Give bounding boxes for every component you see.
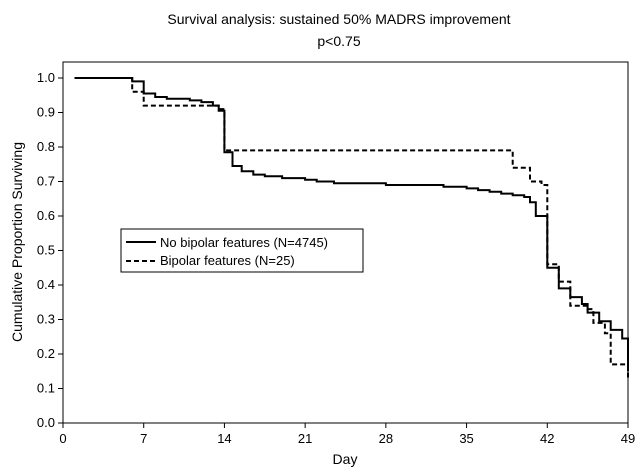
plot-area-frame xyxy=(62,61,629,424)
series-layer xyxy=(74,77,629,379)
x-tick-label: 7 xyxy=(140,431,147,446)
x-tick-label: 21 xyxy=(298,431,312,446)
y-tick-label: 0.8 xyxy=(37,139,55,154)
x-tick-label: 49 xyxy=(621,431,635,446)
y-tick-label: 0.4 xyxy=(37,277,55,292)
legend: No bipolar features (N=4745) Bipolar fea… xyxy=(120,228,364,273)
x-tick-label: 35 xyxy=(459,431,473,446)
y-axis-label: Cumulative Proportion Surviving xyxy=(9,142,25,342)
x-tick-label: 0 xyxy=(59,431,66,446)
x-tick-label: 28 xyxy=(379,431,393,446)
y-tick-label: 0.2 xyxy=(37,346,55,361)
x-tick-label: 14 xyxy=(217,431,231,446)
y-tick-label: 0.0 xyxy=(37,415,55,430)
y-tick-label: 0.3 xyxy=(37,312,55,327)
chart-title: Survival analysis: sustained 50% MADRS i… xyxy=(167,11,510,27)
x-axis-label: Day xyxy=(333,451,358,467)
legend-label-no-bipolar: No bipolar features (N=4745) xyxy=(160,235,328,250)
chart-subtitle: p<0.75 xyxy=(317,33,360,49)
y-tick-label: 0.7 xyxy=(37,174,55,189)
series-line-bipolar xyxy=(74,77,629,379)
y-axis-ticks: 0.0 0.1 0.2 0.3 0.4 0.5 0.6 0.7 0.8 0.9 1.0 xyxy=(37,70,63,430)
legend-label-bipolar: Bipolar features (N=25) xyxy=(160,253,295,268)
y-tick-label: 0.5 xyxy=(37,243,55,258)
y-tick-label: 0.9 xyxy=(37,105,55,120)
x-axis-ticks: 0 7 14 21 28 35 42 49 xyxy=(59,423,635,446)
series-line-no-bipolar xyxy=(74,77,629,372)
y-tick-label: 0.6 xyxy=(37,208,55,223)
y-tick-label: 0.1 xyxy=(37,381,55,396)
legend-box xyxy=(120,228,364,273)
x-tick-label: 42 xyxy=(540,431,554,446)
y-tick-label: 1.0 xyxy=(37,70,55,85)
